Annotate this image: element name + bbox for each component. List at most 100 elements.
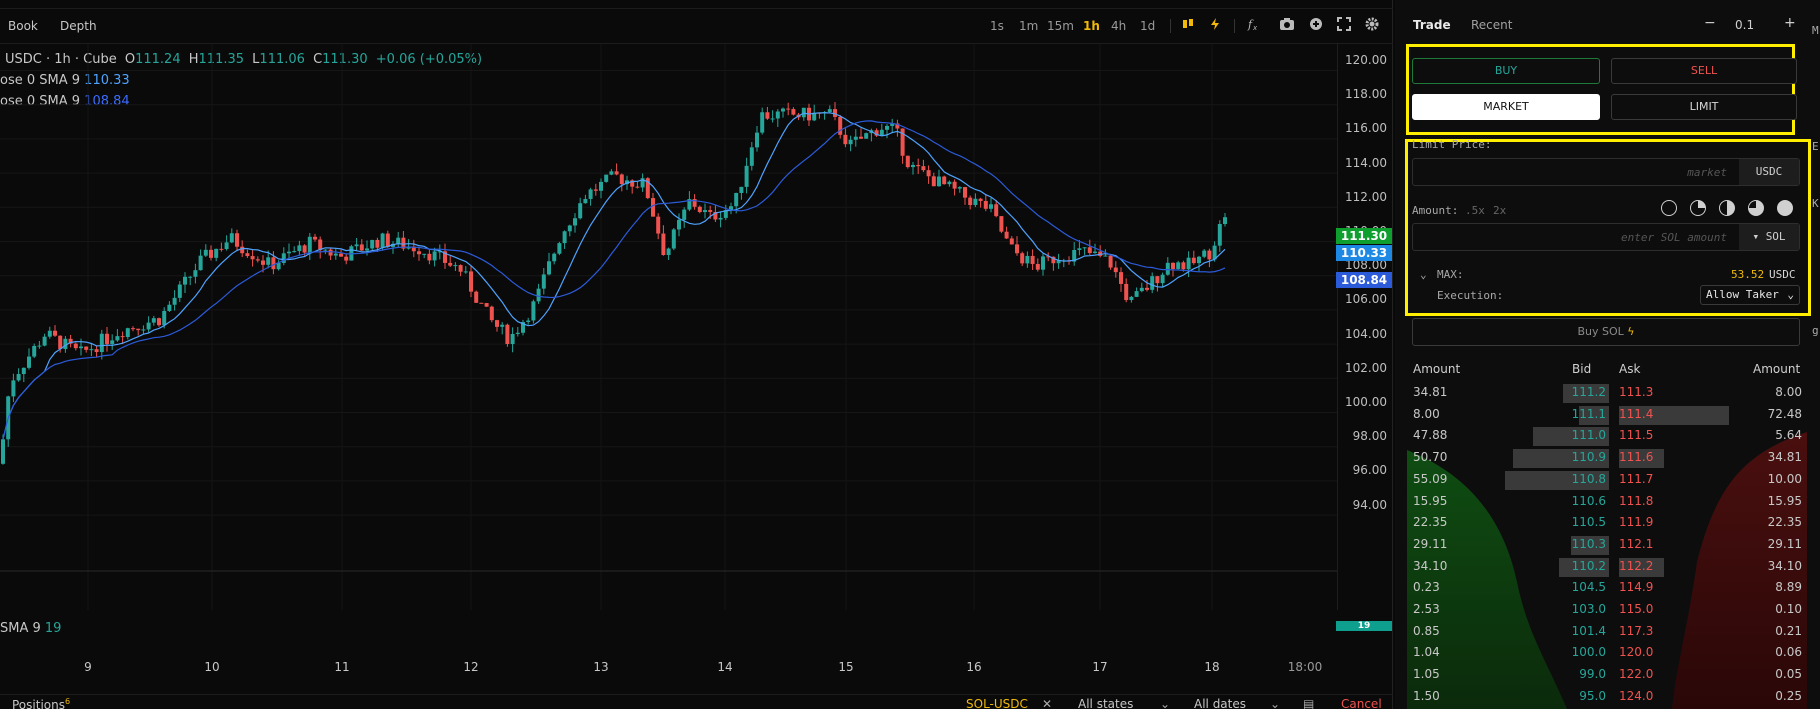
amount-field[interactable]: enter SOL amount ▾ SOL: [1412, 223, 1800, 251]
timeframe-1h[interactable]: 1h: [1083, 19, 1100, 33]
size-25-percent-icon[interactable]: [1690, 200, 1706, 216]
sell-button[interactable]: SELL: [1611, 58, 1797, 84]
positions-tab[interactable]: Positions6: [12, 697, 70, 709]
price-axis[interactable]: 120.00118.00116.00114.00112.00110.00108.…: [1337, 44, 1393, 610]
price-axis-tick: 114.00: [1345, 155, 1387, 170]
order-book-row[interactable]: 55.09 110.8 111.7 10.00: [1407, 469, 1807, 490]
order-book-row[interactable]: 2.53 103.0 115.0 0.10: [1407, 599, 1807, 620]
candle-body: [1119, 272, 1123, 284]
candle-body: [651, 198, 655, 217]
dates-filter[interactable]: All dates: [1194, 697, 1247, 709]
lightning-icon[interactable]: [1207, 17, 1223, 33]
order-book-row[interactable]: 22.35 110.5 111.9 22.35: [1407, 512, 1807, 533]
export-icon[interactable]: ▤: [1303, 697, 1315, 709]
add-circle-icon[interactable]: [1308, 17, 1324, 33]
candlestick-chart[interactable]: [0, 44, 1337, 610]
limit-price-field[interactable]: market USDC: [1412, 158, 1800, 186]
timeframe-1m[interactable]: 1m: [1019, 19, 1039, 33]
step-decrease-button[interactable]: −: [1704, 15, 1716, 31]
candle-body: [1108, 255, 1113, 268]
execution-select[interactable]: Allow Taker ⌄: [1700, 285, 1800, 305]
candle-body: [921, 166, 926, 171]
multiplier-double-button[interactable]: 2x: [1493, 204, 1507, 217]
time-axis-tick: 18: [1204, 660, 1220, 674]
states-filter[interactable]: All states: [1078, 697, 1134, 709]
camera-icon[interactable]: [1279, 17, 1295, 33]
timeframe-1d[interactable]: 1d: [1140, 19, 1156, 33]
tab-depth[interactable]: Depth: [60, 19, 97, 33]
multiplier-half-button[interactable]: .5x: [1465, 204, 1485, 217]
order-book-row[interactable]: 34.10 110.2 112.2 34.10: [1407, 556, 1807, 577]
ask-price-cell: 111.4: [1619, 406, 1654, 421]
size-0-percent-icon[interactable]: [1661, 200, 1677, 216]
candle-body: [1051, 256, 1056, 264]
ask-depth-bar: [1619, 405, 1729, 425]
cancel-orders-button[interactable]: Cancel: [1341, 697, 1382, 709]
settings-gear-icon[interactable]: [1364, 17, 1380, 33]
pair-filter[interactable]: SOL-USDC: [966, 697, 1028, 709]
order-book-row[interactable]: 1.50 95.0 124.0 0.25: [1407, 686, 1807, 707]
buy-button[interactable]: BUY: [1412, 58, 1600, 84]
candle-body: [453, 265, 458, 267]
order-book-row[interactable]: 0.85 101.4 117.3 0.21: [1407, 621, 1807, 642]
ask-amount-cell: 15.95: [1767, 493, 1802, 508]
collapse-chevron-icon[interactable]: ⌄: [1420, 268, 1427, 281]
bid-amount-cell: 0.23: [1413, 580, 1440, 595]
candle-body: [1171, 262, 1175, 269]
candle-body: [1139, 287, 1144, 292]
size-100-percent-icon[interactable]: [1777, 200, 1793, 216]
order-book-row[interactable]: 47.88 111.0 111.5 5.64: [1407, 425, 1807, 447]
order-book-row[interactable]: 1.04 100.0 120.0 0.06: [1407, 642, 1807, 663]
fullscreen-icon[interactable]: [1336, 17, 1352, 33]
ask-price-cell: 122.0: [1619, 667, 1654, 682]
time-axis[interactable]: 9 10 11 12 13 14 15 16 17 18 18:00: [0, 660, 1337, 678]
tab-book[interactable]: Book: [8, 19, 38, 33]
timeframe-1s[interactable]: 1s: [990, 19, 1004, 33]
order-book-row[interactable]: 15.95 110.6 111.8 15.95: [1407, 491, 1807, 512]
candle-body: [536, 288, 541, 302]
tab-recent[interactable]: Recent: [1471, 18, 1513, 32]
high-value: 111.35: [198, 52, 245, 67]
candles-icon[interactable]: [1180, 17, 1196, 33]
tab-trade[interactable]: Trade: [1413, 18, 1451, 32]
candle-body: [843, 134, 848, 145]
timeframe-15m[interactable]: 15m: [1047, 19, 1074, 33]
candle-body: [957, 187, 962, 189]
market-button[interactable]: MARKET: [1412, 94, 1600, 120]
candle-body: [900, 128, 905, 156]
quote-currency-label: USDC: [1739, 159, 1799, 185]
pair-filter-clear-icon[interactable]: ✕: [1042, 697, 1053, 709]
order-book-row[interactable]: 8.00 111.1 111.4 72.48: [1407, 404, 1807, 425]
size-50-percent-icon[interactable]: [1719, 200, 1735, 216]
order-book-row[interactable]: 1.05 99.0 122.0 0.05: [1407, 664, 1807, 685]
submit-order-button[interactable]: Buy SOL ϟ: [1412, 318, 1800, 346]
order-book-row[interactable]: 29.11 110.3 112.1 29.11: [1407, 534, 1807, 555]
candle-body: [666, 248, 671, 256]
time-axis-tick: 13: [593, 660, 609, 674]
dates-filter-chevron-icon[interactable]: ⌄: [1270, 697, 1281, 709]
timeframe-4h[interactable]: 4h: [1111, 19, 1127, 33]
candle-body: [739, 186, 744, 193]
sma-short-line: [2, 112, 1226, 440]
candle-body: [193, 270, 198, 277]
candle-body: [1035, 263, 1040, 270]
candle-body: [318, 239, 323, 251]
candle-body: [1223, 217, 1227, 225]
order-book-row[interactable]: 50.70 110.9 111.6 34.81: [1407, 447, 1807, 469]
candle-body: [744, 165, 749, 187]
order-book-row[interactable]: 0.23 104.5 114.9 8.89: [1407, 577, 1807, 598]
base-currency-selector[interactable]: ▾ SOL: [1739, 224, 1799, 250]
limit-button[interactable]: LIMIT: [1611, 94, 1797, 120]
candle-body: [105, 333, 109, 344]
bid-price-cell: 104.5: [1571, 580, 1606, 595]
candle-body: [458, 265, 463, 272]
positions-count: 6: [64, 697, 71, 706]
candle-body: [515, 332, 520, 334]
candle-body: [583, 198, 588, 204]
order-book-row[interactable]: 34.81 111.2 111.3 8.00: [1407, 382, 1807, 403]
size-75-percent-icon[interactable]: [1748, 200, 1764, 216]
step-increase-button[interactable]: +: [1784, 15, 1796, 31]
states-filter-chevron-icon[interactable]: ⌄: [1160, 697, 1171, 709]
